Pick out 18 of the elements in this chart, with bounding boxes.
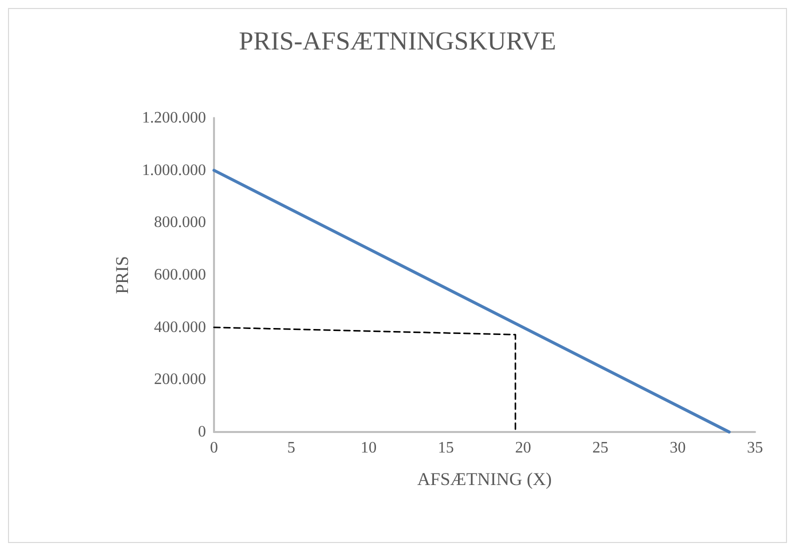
x-tick-label: 15	[438, 440, 454, 456]
chart-title: PRIS-AFSÆTNINGSKURVE	[238, 26, 556, 56]
y-tick-label: 800.000	[154, 214, 206, 232]
y-tick-label: 600.000	[154, 266, 206, 284]
y-tick-label: 400.000	[154, 318, 206, 336]
x-tick-label: 0	[210, 440, 218, 456]
x-tick-label: 30	[670, 440, 686, 456]
x-tick-label: 20	[515, 440, 532, 456]
x-axis-title: AFSÆTNING (X)	[417, 469, 552, 489]
y-tick-label: 1.200.000	[142, 110, 206, 126]
x-tick-label: 25	[592, 440, 608, 456]
x-tick-label: 35	[747, 440, 763, 456]
y-axis-title: PRIS	[112, 256, 132, 294]
y-tick-label: 0	[198, 424, 206, 440]
y-tick-label: 200.000	[154, 371, 206, 388]
x-tick-label: 5	[287, 440, 296, 456]
x-tick-label: 10	[360, 440, 377, 456]
y-tick-label: 1.000.000	[142, 162, 206, 179]
